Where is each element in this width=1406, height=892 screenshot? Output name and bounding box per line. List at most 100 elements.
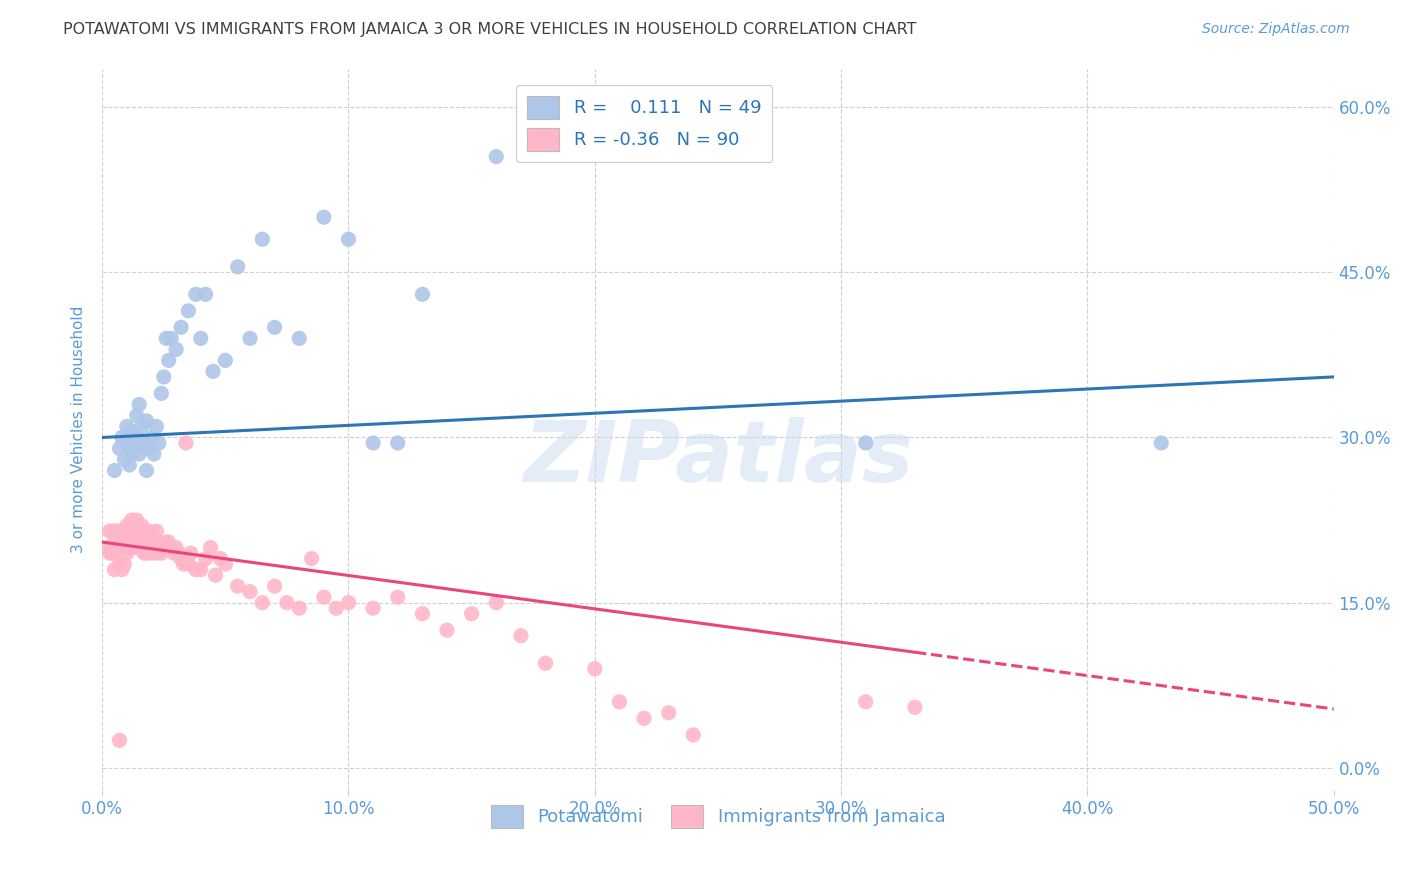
Point (361, 436, 384, 450)
Point (111, 541, 134, 555)
Point (103, 463, 125, 477)
Point (263, 579, 285, 593)
Point (131, 518, 153, 533)
Point (148, 535, 170, 549)
Text: Source: ZipAtlas.com: Source: ZipAtlas.com (1202, 22, 1350, 37)
Point (132, 524, 155, 538)
Point (138, 442, 160, 456)
Point (904, 700, 927, 714)
Point (128, 530, 150, 544)
Point (177, 557, 200, 571)
Point (112, 530, 135, 544)
Point (128, 541, 150, 555)
Point (170, 551, 193, 566)
Point (135, 530, 157, 544)
Point (152, 370, 174, 384)
Point (155, 535, 177, 549)
Point (131, 530, 153, 544)
Point (125, 513, 148, 527)
Point (184, 287, 207, 301)
Point (105, 524, 128, 538)
Point (118, 458, 141, 472)
Point (157, 353, 180, 368)
Point (135, 546, 157, 560)
Point (325, 601, 347, 615)
Point (103, 535, 125, 549)
Point (190, 563, 212, 577)
Text: POTAWATOMI VS IMMIGRANTS FROM JAMAICA 3 OR MORE VEHICLES IN HOUSEHOLD CORRELATIO: POTAWATOMI VS IMMIGRANTS FROM JAMAICA 3 … (63, 22, 917, 37)
Point (150, 546, 173, 560)
Point (173, 557, 195, 571)
Point (112, 452, 135, 467)
Point (105, 546, 128, 560)
Point (252, 596, 274, 610)
Point (194, 551, 217, 566)
Point (337, 232, 360, 246)
Point (214, 353, 236, 368)
Point (115, 530, 138, 544)
Point (98, 524, 121, 538)
Point (128, 397, 150, 411)
Point (108, 733, 131, 747)
Point (387, 590, 409, 604)
Point (174, 436, 197, 450)
Point (252, 232, 274, 246)
Point (150, 386, 173, 401)
Point (145, 546, 167, 560)
Point (209, 551, 232, 566)
Point (101, 546, 124, 560)
Point (855, 436, 877, 450)
Point (148, 436, 170, 450)
Point (1150, 436, 1173, 450)
Point (387, 436, 409, 450)
Point (101, 524, 124, 538)
Point (177, 303, 200, 318)
Point (609, 695, 631, 709)
Point (202, 364, 225, 378)
Legend: Potawatomi, Immigrants from Jamaica: Potawatomi, Immigrants from Jamaica (484, 797, 952, 835)
Point (142, 447, 165, 461)
Point (108, 541, 131, 555)
Point (96, 541, 118, 555)
Point (125, 430, 148, 444)
Point (301, 551, 323, 566)
Point (111, 430, 134, 444)
Point (204, 568, 226, 582)
Point (135, 414, 157, 428)
Point (121, 425, 143, 439)
Point (263, 320, 285, 334)
Point (583, 662, 606, 676)
Point (115, 546, 138, 560)
Point (180, 546, 202, 560)
Point (855, 695, 877, 709)
Point (122, 524, 145, 538)
Point (141, 535, 163, 549)
Point (337, 596, 360, 610)
Point (121, 447, 143, 461)
Point (103, 563, 125, 577)
Point (184, 563, 207, 577)
Point (190, 331, 212, 345)
Point (162, 546, 184, 560)
Point (128, 447, 150, 461)
Point (485, 150, 508, 164)
Point (200, 541, 222, 555)
Point (111, 563, 134, 577)
Point (633, 711, 655, 725)
Point (138, 524, 160, 538)
Point (145, 419, 167, 434)
Point (155, 331, 177, 345)
Point (131, 419, 153, 434)
Point (312, 590, 335, 604)
Point (214, 557, 236, 571)
Point (239, 331, 262, 345)
Point (132, 546, 155, 560)
Point (141, 546, 163, 560)
Point (138, 541, 160, 555)
Point (125, 541, 148, 555)
Point (288, 331, 311, 345)
Point (145, 524, 167, 538)
Point (288, 601, 311, 615)
Point (125, 409, 148, 423)
Point (112, 557, 135, 571)
